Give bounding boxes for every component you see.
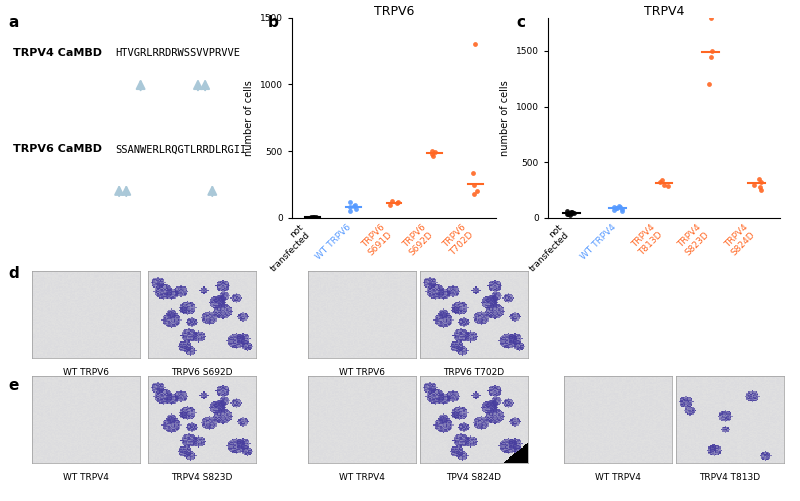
Point [349,200,362,208]
Text: TRPV6 S692D: TRPV6 S692D [171,368,233,377]
Text: TRPV4 T813D: TRPV4 T813D [699,473,761,482]
Point [386,196,398,204]
Y-axis label: number of cells: number of cells [501,80,510,156]
Point [610,204,622,212]
Text: WT TRPV4: WT TRPV4 [63,473,109,482]
Point [562,209,574,217]
Point [615,207,628,215]
Point [563,210,576,218]
Text: a: a [8,15,18,30]
Point [704,14,717,22]
Point [348,202,361,210]
Point [344,203,357,211]
Text: WT TRPV6: WT TRPV6 [63,368,109,377]
Text: TRPV4 CaMBD: TRPV4 CaMBD [13,48,102,58]
Point [470,187,483,195]
Point [466,168,479,176]
Text: SSANWERLRQGTLRRDLRGII: SSANWERLRQGTLRRDLRGII [115,144,246,154]
Point [469,40,482,48]
Title: TRPV4: TRPV4 [644,5,684,18]
Point [308,212,321,220]
Point [613,202,626,210]
Point [384,200,397,208]
Point [429,148,442,156]
Point [610,204,623,212]
Y-axis label: number of cells: number of cells [245,80,254,156]
Point [615,205,628,213]
Text: WT TRPV4: WT TRPV4 [339,473,385,482]
Point [747,180,760,188]
Text: TRPV4 S823D: TRPV4 S823D [171,473,233,482]
Text: WT TRPV4: WT TRPV4 [595,473,641,482]
Point [390,199,403,207]
Point [344,207,357,215]
Text: e: e [8,378,18,393]
Point [566,208,578,216]
Point [753,175,766,183]
Point [561,207,574,215]
Text: c: c [516,15,525,30]
Point [658,180,670,188]
Point [567,209,580,217]
Point [561,210,574,218]
Point [662,182,674,190]
Text: TPV4 S824D: TPV4 S824D [446,473,502,482]
Point [654,178,666,186]
Point [614,203,627,211]
Point [607,206,620,214]
Point [702,80,715,88]
Text: d: d [8,266,18,281]
Point [427,152,440,160]
Text: WT TRPV6: WT TRPV6 [339,368,385,377]
Point [307,213,320,221]
Point [391,198,404,206]
Point [562,210,575,218]
Point [565,209,578,217]
Point [350,204,362,212]
Point [564,208,577,216]
Point [426,147,438,155]
Text: b: b [268,15,279,30]
Point [310,213,322,221]
Title: TRPV6: TRPV6 [374,5,414,18]
Text: TRPV6 T702D: TRPV6 T702D [443,368,505,377]
Text: TRPV6 CaMBD: TRPV6 CaMBD [13,144,102,154]
Point [467,180,480,188]
Point [343,198,356,206]
Point [608,203,621,211]
Point [305,213,318,221]
Point [566,208,578,216]
Point [705,53,718,61]
Text: HTVGRLRRDRWSSVVPRVVE: HTVGRLRRDRWSSVVPRVVE [115,48,241,58]
Point [655,176,668,184]
Point [426,150,438,158]
Point [754,186,767,194]
Point [706,47,718,55]
Point [467,190,480,198]
Point [754,183,767,191]
Point [754,178,767,186]
